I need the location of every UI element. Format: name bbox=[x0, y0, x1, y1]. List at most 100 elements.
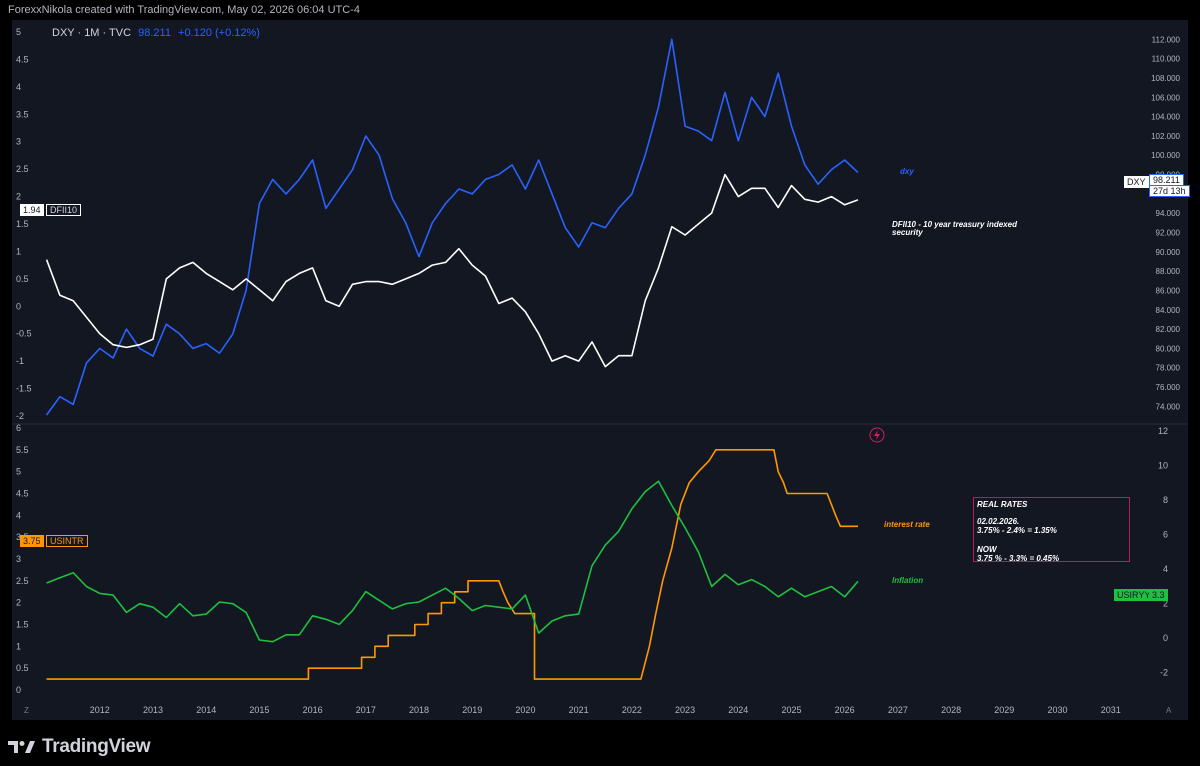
tradingview-logo[interactable]: TradingView bbox=[8, 736, 151, 758]
annotation-interest-rate: interest rate bbox=[884, 520, 930, 529]
chart-svg[interactable]: -2 -1.5 -1 -0.5 0 0.5 1 1.5 2 2.5 3 3.5 4 4.5 5 74.000 7… bbox=[12, 20, 1188, 720]
real-rates-calc-2: 3.75 % - 3.3% = 0.45% bbox=[977, 554, 1060, 563]
x-axis-tick: 2026 bbox=[835, 705, 855, 715]
series-line-usintr[interactable] bbox=[46, 449, 858, 680]
bottom-right-axis-tick: 2 bbox=[1163, 599, 1168, 609]
top-left-axis-tick: 4.5 bbox=[16, 54, 29, 64]
x-axis-tick: 2025 bbox=[781, 705, 801, 715]
header-bar: ForexxNikola created with TradingView.co… bbox=[0, 0, 1200, 20]
legend: DXY · 1M · TVC 98.211 +0.120 (+0.12%) bbox=[52, 27, 264, 39]
alert-bolt-icon[interactable] bbox=[869, 427, 885, 443]
tradingview-logo-text: TradingView bbox=[42, 736, 151, 757]
bottom-left-axis-tick: 5.5 bbox=[16, 445, 29, 455]
series-line-usiryy[interactable] bbox=[46, 480, 859, 643]
x-axis-tick: 2014 bbox=[196, 705, 216, 715]
top-right-axis-tick: 112.000 bbox=[1152, 35, 1181, 44]
dxy-countdown-tag: 27d 13h bbox=[1149, 185, 1190, 197]
top-left-axis-tick: 3 bbox=[16, 137, 21, 147]
top-left-axis-tick: 2 bbox=[16, 192, 21, 202]
top-left-axis-tick: -2 bbox=[16, 411, 24, 421]
top-right-axis-tick: 100.000 bbox=[1151, 151, 1180, 160]
header-text: ForexxNikola created with TradingView.co… bbox=[8, 4, 360, 16]
top-left-axis-tick: -0.5 bbox=[16, 329, 32, 339]
bottom-left-axis-tick: 2.5 bbox=[16, 576, 29, 586]
bottom-left-axis-tick: 6 bbox=[16, 423, 21, 433]
bottom-right-axis-tick: 4 bbox=[1163, 564, 1168, 574]
chart-frame[interactable]: -2 -1.5 -1 -0.5 0 0.5 1 1.5 2 2.5 3 3.5 4 4.5 5 74.000 7… bbox=[12, 20, 1188, 720]
x-axis-tick: 2017 bbox=[356, 705, 376, 715]
top-right-axis-tick: 74.000 bbox=[1156, 402, 1181, 411]
top-right-axis-tick: 94.000 bbox=[1156, 209, 1181, 218]
top-left-axis-tick: 1.5 bbox=[16, 219, 29, 229]
usintr-name-tag: USINTR bbox=[46, 535, 88, 547]
top-right-axis-tick: 90.000 bbox=[1156, 248, 1181, 257]
bottom-right-axis-tick: 8 bbox=[1163, 495, 1168, 505]
bottom-left-axis-tick: 0.5 bbox=[16, 663, 29, 673]
auto-scale-button[interactable]: A bbox=[1166, 706, 1172, 715]
footer-bar bbox=[0, 724, 1200, 766]
x-axis-tick: 2012 bbox=[90, 705, 110, 715]
usintr-value-tag: 3.75 bbox=[20, 535, 44, 547]
x-axis-tick: 2029 bbox=[994, 705, 1014, 715]
x-axis-tick: 2031 bbox=[1101, 705, 1121, 715]
bottom-right-axis-tick: 12 bbox=[1158, 426, 1168, 436]
bottom-left-axis-tick: 0 bbox=[16, 685, 21, 695]
bottom-right-axis-tick: 0 bbox=[1163, 633, 1168, 643]
x-axis-tick: 2020 bbox=[515, 705, 535, 715]
annotation-dfii-line2: security bbox=[892, 228, 923, 237]
top-left-axis-tick: 0 bbox=[16, 301, 21, 311]
top-left-axis-tick: 2.5 bbox=[16, 164, 29, 174]
dfii-value-tag: 1.94 bbox=[20, 204, 44, 216]
usiryy-value-tag: 3.3 bbox=[1149, 589, 1168, 601]
bottom-right-axis-tick: 10 bbox=[1158, 461, 1168, 471]
series-line-dxy[interactable] bbox=[45, 38, 859, 416]
tradingview-logo-icon bbox=[8, 741, 35, 753]
top-left-axis-tick: 0.5 bbox=[16, 274, 29, 284]
real-rates-calc-1: 3.75% - 2.4% = 1.35% bbox=[977, 526, 1057, 535]
x-axis-tick: 2015 bbox=[249, 705, 269, 715]
real-rates-now: NOW bbox=[977, 545, 997, 554]
bottom-left-axis-tick: 1 bbox=[16, 641, 21, 651]
top-right-axis-tick: 84.000 bbox=[1156, 306, 1181, 315]
top-right-axis-tick: 108.000 bbox=[1151, 74, 1180, 83]
dfii-name-tag: DFII10 bbox=[46, 204, 82, 216]
x-axis-tick: 2030 bbox=[1047, 705, 1067, 715]
x-axis-tick: 2018 bbox=[409, 705, 429, 715]
bottom-left-axis-tick: 3 bbox=[16, 554, 21, 564]
top-right-axis-tick: 86.000 bbox=[1156, 286, 1181, 295]
bottom-right-axis-tick: -2 bbox=[1160, 668, 1168, 678]
legend-symbol[interactable]: DXY · 1M · TVC bbox=[52, 27, 132, 39]
annotation-inflation: Inflation bbox=[892, 576, 924, 585]
x-axis-tick: 2016 bbox=[303, 705, 323, 715]
top-right-axis-tick: 102.000 bbox=[1151, 132, 1180, 141]
zoom-button[interactable]: Z bbox=[24, 706, 29, 715]
top-right-axis-tick: 80.000 bbox=[1156, 344, 1181, 353]
top-left-axis-tick: 4 bbox=[16, 82, 21, 92]
top-left-axis-tick: 3.5 bbox=[16, 109, 29, 119]
real-rates-title: REAL RATES bbox=[977, 500, 1028, 509]
bottom-left-axis-tick: 4 bbox=[16, 510, 21, 520]
annotation-dxy: dxy bbox=[900, 167, 914, 176]
x-axis-tick: 2027 bbox=[888, 705, 908, 715]
top-right-axis-tick: 88.000 bbox=[1156, 267, 1181, 276]
x-axis-tick: 2023 bbox=[675, 705, 695, 715]
bottom-left-axis-tick: 2 bbox=[16, 598, 21, 608]
top-left-axis-tick: 5 bbox=[16, 27, 21, 37]
series-line-dfii10[interactable] bbox=[45, 173, 859, 368]
top-right-axis-tick: 110.000 bbox=[1152, 55, 1181, 64]
bottom-left-axis-tick: 5 bbox=[16, 467, 21, 477]
bottom-left-axis-tick: 4.5 bbox=[16, 489, 29, 499]
bottom-left-axis-tick: 1.5 bbox=[16, 620, 29, 630]
x-axis-tick: 2024 bbox=[728, 705, 748, 715]
top-right-axis-tick: 78.000 bbox=[1156, 364, 1181, 373]
top-left-axis-tick: -1.5 bbox=[16, 384, 32, 394]
top-left-axis-tick: 1 bbox=[16, 246, 21, 256]
top-right-axis-tick: 82.000 bbox=[1156, 325, 1181, 334]
x-axis-tick: 2021 bbox=[569, 705, 589, 715]
real-rates-box: REAL RATES 02.02.2026. 3.75% - 2.4% = 1.… bbox=[973, 497, 1130, 563]
legend-change: +0.120 (+0.12%) bbox=[178, 27, 260, 39]
top-right-axis-tick: 104.000 bbox=[1151, 113, 1180, 122]
legend-price: 98.211 bbox=[138, 27, 171, 39]
x-axis-tick: 2022 bbox=[622, 705, 642, 715]
x-axis-tick: 2019 bbox=[462, 705, 482, 715]
